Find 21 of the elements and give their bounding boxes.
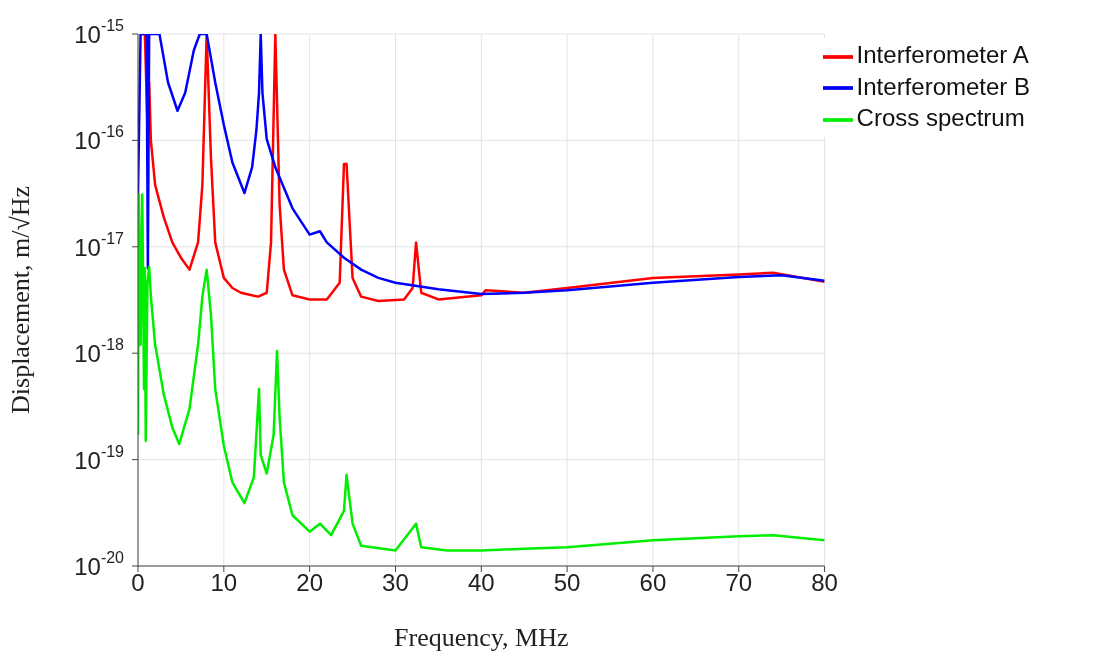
y-tick-label: 10$^{-20}$ [74, 549, 125, 580]
y-tick-label: 10$^{-17}$ [74, 229, 125, 261]
legend-label: Interferometer A [856, 41, 1029, 68]
x-tick-label: 10 [210, 569, 238, 597]
x-tick-label: 80 [811, 569, 838, 597]
x-axis-title: Frequency, MHz [394, 623, 569, 652]
y-tick-label: 10$^{-18}$ [74, 336, 125, 367]
y-axis-title: Displacement, m/√Hz [6, 186, 36, 414]
legend-label: Interferometer B [856, 72, 1030, 100]
y-tick-label: 10$^{-16}$ [74, 123, 125, 154]
x-tick-label: 40 [467, 569, 495, 597]
x-tick-label: 20 [296, 569, 323, 597]
x-tick-label: 30 [382, 569, 409, 597]
x-tick-label: 70 [725, 569, 753, 597]
x-tick-label: 60 [639, 569, 667, 597]
x-tick-label: 0 [131, 569, 145, 597]
y-tick-label: 10$^{-15}$ [74, 17, 125, 48]
y-tick-label: 10$^{-19}$ [74, 442, 125, 474]
line-series [138, 193, 825, 552]
legend-label: Cross spectrum [856, 104, 1025, 132]
x-tick-label: 50 [553, 569, 581, 597]
